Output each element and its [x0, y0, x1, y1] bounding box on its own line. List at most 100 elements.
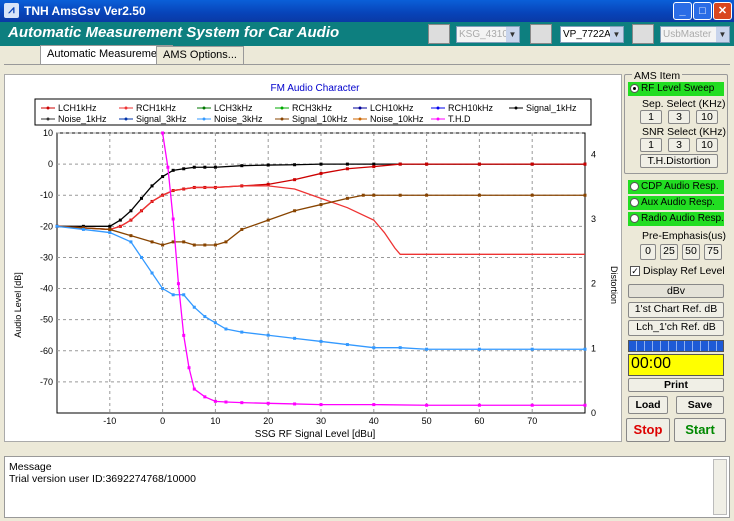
legend-label: LCH3kHz	[214, 103, 253, 113]
pre-emphasis-25-button[interactable]: 25	[660, 244, 678, 260]
lch-ref-button[interactable]: Lch_1'ch Ref. dB	[628, 320, 724, 336]
display-ref-checkbox[interactable]: ✓	[630, 266, 640, 276]
data-point	[477, 193, 481, 197]
thd-button[interactable]: T.H.Distortion	[640, 154, 718, 168]
data-point	[129, 209, 133, 213]
data-point	[161, 243, 165, 247]
legend-label: Noise_3kHz	[214, 114, 263, 124]
ams-item-label: AMS Item	[632, 70, 683, 82]
snr-select-label: SNR Select (KHz)	[642, 126, 727, 138]
data-point	[139, 196, 143, 200]
data-point	[182, 293, 186, 297]
data-point	[477, 403, 481, 407]
data-point	[583, 403, 587, 407]
data-point	[161, 287, 165, 291]
y-tick-label: -20	[40, 221, 53, 231]
data-point	[150, 240, 154, 244]
data-point	[345, 196, 349, 200]
legend-marker	[280, 117, 284, 121]
minimize-button[interactable]: _	[673, 2, 692, 20]
data-point	[319, 171, 323, 175]
radio-icon	[630, 198, 639, 207]
legend-label: LCH1kHz	[58, 103, 97, 113]
pre-emphasis-75-button[interactable]: 75	[704, 244, 722, 260]
legend-marker	[358, 117, 362, 121]
data-point	[372, 162, 376, 166]
data-point	[372, 346, 376, 350]
x-tick-label: 30	[316, 416, 326, 426]
usb-icon-button[interactable]	[632, 24, 654, 44]
data-point	[182, 240, 186, 244]
snr-10-button[interactable]: 10	[696, 138, 718, 152]
data-point	[213, 165, 217, 169]
tab-automatic-measurement[interactable]: Automatic Measurement	[40, 45, 174, 65]
print-button[interactable]: Print	[628, 378, 724, 392]
maximize-button[interactable]: □	[693, 2, 712, 20]
pre-emphasis-50-button[interactable]: 50	[682, 244, 700, 260]
data-point	[398, 193, 402, 197]
data-point	[187, 366, 191, 370]
data-point	[583, 162, 587, 166]
data-point	[192, 305, 196, 309]
sep-1-button[interactable]: 1	[640, 110, 662, 124]
device-icon-button[interactable]	[428, 24, 450, 44]
window-titlebar: ⩘ TNH AmsGsv Ver2.50 _ □ ✕	[0, 0, 734, 22]
sep-3-button[interactable]: 3	[668, 110, 690, 124]
message-scrollbar[interactable]	[713, 459, 727, 515]
data-point	[203, 395, 207, 399]
data-point	[477, 347, 481, 351]
ssg-device-combo[interactable]: KSG_4310 ▼	[456, 26, 520, 43]
x-tick-label: 10	[210, 416, 220, 426]
usb-device-combo[interactable]: UsbMaster ▼	[660, 26, 730, 43]
data-point	[266, 182, 270, 186]
chart-legend: LCH1kHz RCH1kHz LCH3kHz RCH3kHz LCH10kHz RCH1…	[34, 98, 592, 126]
sep-10-button[interactable]: 10	[696, 110, 718, 124]
snr-1-button[interactable]: 1	[640, 138, 662, 152]
y-tick-label: 0	[48, 159, 53, 169]
close-button[interactable]: ✕	[713, 2, 732, 20]
stop-button[interactable]: Stop	[626, 418, 670, 442]
data-point	[129, 234, 133, 238]
data-point	[293, 209, 297, 213]
y-tick-label: -10	[40, 190, 53, 200]
dbv-field[interactable]: dBv	[628, 284, 724, 298]
chevron-down-icon: ▼	[610, 27, 623, 42]
y-tick-label: -30	[40, 252, 53, 262]
data-point	[182, 333, 186, 337]
load-button[interactable]: Load	[628, 396, 668, 414]
data-point	[425, 403, 429, 407]
radio-icon	[630, 182, 639, 191]
x-tick-label: 60	[474, 416, 484, 426]
snr-3-button[interactable]: 3	[668, 138, 690, 152]
data-point	[293, 402, 297, 406]
legend-marker	[436, 106, 440, 110]
rf-level-sweep-radio[interactable]: RF Level Sweep	[628, 82, 724, 96]
display-ref-label: Display Ref Level	[643, 265, 725, 277]
pre-emphasis-0-button[interactable]: 0	[640, 244, 656, 260]
data-point	[213, 243, 217, 247]
legend-marker	[202, 117, 206, 121]
first-chart-ref-button[interactable]: 1'st Chart Ref. dB	[628, 302, 724, 318]
legend-marker	[124, 106, 128, 110]
data-point	[319, 339, 323, 343]
data-point	[293, 163, 297, 167]
legend-label: Noise_10kHz	[370, 114, 424, 124]
data-point	[161, 175, 165, 179]
y-tick-label: -60	[40, 346, 53, 356]
aux-audio-radio[interactable]: Aux Audio Resp.	[628, 196, 724, 210]
chart-grid	[56, 132, 586, 414]
start-button[interactable]: Start	[674, 418, 726, 442]
data-point	[129, 240, 133, 244]
tab-ams-options[interactable]: AMS Options...	[156, 46, 244, 64]
window-title: TNH AmsGsv Ver2.50	[24, 4, 146, 18]
data-point	[203, 243, 207, 247]
radio-audio-radio[interactable]: Radio Audio Resp.	[628, 212, 724, 226]
data-point	[213, 399, 217, 403]
analyzer-device-combo[interactable]: VP_7722A ▼	[560, 26, 624, 43]
cdp-audio-radio[interactable]: CDP Audio Resp.	[628, 180, 724, 194]
save-button[interactable]: Save	[676, 396, 724, 414]
data-point	[372, 193, 376, 197]
y2-tick-label: 4	[591, 149, 596, 159]
legend-label: Signal_10kHz	[292, 114, 348, 124]
analyzer-icon-button[interactable]	[530, 24, 552, 44]
